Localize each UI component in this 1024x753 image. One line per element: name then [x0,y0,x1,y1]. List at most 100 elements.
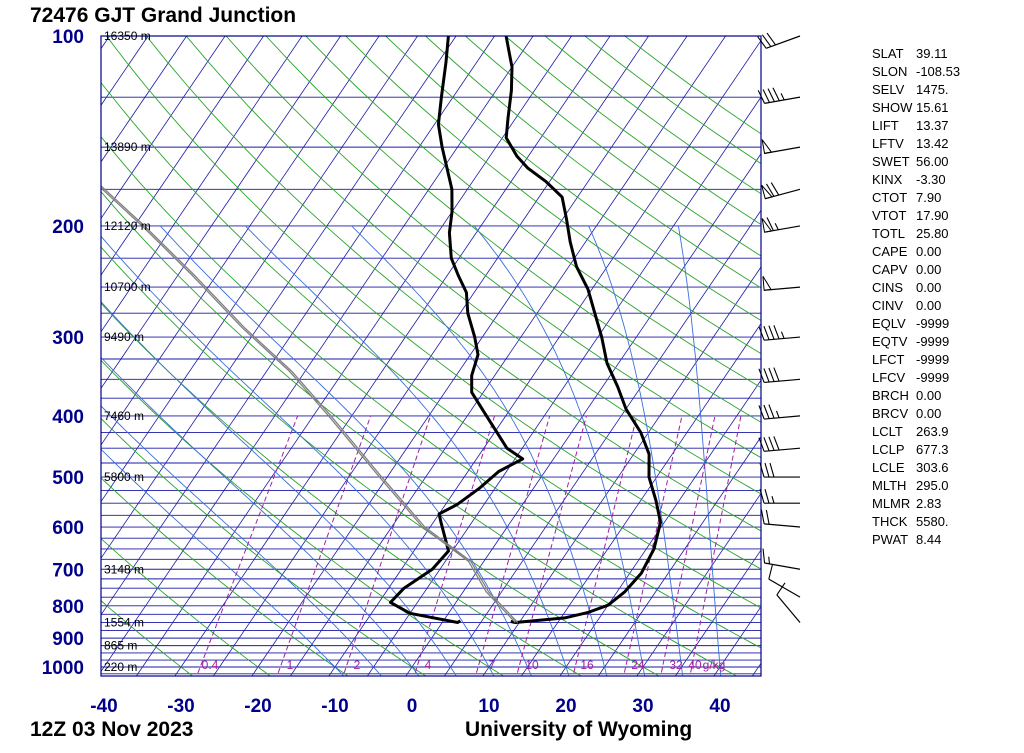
index-row: SLON -108.53 [872,63,960,81]
index-name: CINV [872,298,904,314]
isotherm-line [101,36,149,106]
isotherm-line [289,36,726,676]
index-name: PWAT [872,532,909,548]
index-row: LCLE 303.6 [872,459,960,477]
index-row: BRCV 0.00 [872,405,960,423]
index-name: EQLV [872,316,906,332]
wind-barb [758,436,801,452]
mixing-ratio-lines [196,415,742,676]
wind-barb-half-flag [780,93,785,101]
index-name: LIFT [872,118,899,134]
pressure-tick-label: 600 [52,518,84,539]
mixing-ratio-labels: 0.4 1 2 4 7 10 16 24 32 40 g/kg [202,658,726,672]
dry-adiabat-line [225,36,761,459]
wind-barb [762,548,801,570]
pressure-tick-label: 200 [52,217,84,238]
mixing-ratio-label: 24 [631,658,645,672]
index-value: 0.00 [916,298,942,314]
index-name: CAPV [872,262,908,278]
moist-adiabat-line [677,225,722,676]
mixing-ratio-line [660,415,716,676]
height-label: 16350 m [104,29,151,43]
isotherm-line [174,36,611,676]
index-row: EQLV -9999 [872,315,960,333]
dry-adiabat-line [101,359,505,676]
index-row: TOTL 25.80 [872,225,960,243]
height-labels: 16350 m 13890 m 12120 m 10700 m 9490 m 7460 m… [104,29,151,674]
wind-barb-flag [760,509,765,524]
pressure-tick-label: 300 [52,328,84,349]
mixing-ratio-line [475,415,551,676]
index-value: 0.00 [916,262,942,278]
pressure-tick-label: 700 [52,560,84,581]
wind-barb-flag [766,32,777,46]
index-name: SLON [872,64,908,80]
dewpoint-profile [389,36,525,624]
moist-adiabat-line [245,225,570,676]
height-label: 3148 m [104,562,144,576]
wind-barb-flag [761,34,772,47]
height-label: 12120 m [104,219,151,233]
wind-barb-flag [763,404,770,419]
height-label: 7460 m [104,409,144,423]
index-row: SWET 56.00 [872,153,960,171]
temperature-tick-labels: -40 -30 -20 -10 0 10 20 30 40 [90,696,730,717]
index-value: 303.6 [916,460,949,476]
mixing-ratio-label: 1 [287,658,294,672]
wind-barb-half-flag [771,496,775,504]
wind-barb-flag [776,582,786,596]
mixing-ratio-line [572,415,638,676]
moist-adiabat-line [473,225,646,676]
temperature-tick-label: -40 [90,696,117,717]
wind-barb [761,217,801,233]
wind-barb [759,489,800,504]
wind-barb [757,87,801,104]
sounding-profiles [101,36,662,624]
pressure-tick-labels: 100 200 300 400 500 600 700 800 900 1000 [42,27,84,679]
wind-barb [757,32,801,49]
mixing-ratio-label: 4 [425,658,432,672]
moist-adiabat-line [351,225,608,676]
wind-barb [762,276,801,291]
index-row: EQTV -9999 [872,333,960,351]
pressure-tick-label: 500 [52,468,84,489]
height-label: 13890 m [104,140,151,154]
mixing-ratio-line [276,415,372,676]
index-value: 0.00 [916,244,942,260]
index-value: 0.00 [916,388,942,404]
index-value: -9999 [916,316,950,332]
index-row: CINS 0.00 [872,279,960,297]
wind-barb-flag [768,404,775,419]
moist-adiabat-line [101,356,420,676]
moist-adiabat-line [101,301,457,676]
isotherm-line [713,605,761,676]
wind-barb-flag [757,90,766,104]
index-name: LFTV [872,136,904,152]
isotherm-line [101,36,341,390]
mixing-ratio-label: 32 [669,658,683,672]
index-row: BRCH 0.00 [872,387,960,405]
height-label: 1554 m [104,615,144,629]
index-value: 0.00 [916,406,942,422]
index-row: CAPE 0.00 [872,243,960,261]
index-row: VTOT 17.90 [872,207,960,225]
temperature-tick-label: -10 [321,696,348,717]
wind-barb-flag [764,489,770,504]
index-name: EQTV [872,334,908,350]
index-row: SHOW 15.61 [872,99,960,117]
temperature-tick-label: 10 [478,696,499,717]
isotherm-line [135,36,572,676]
index-name: SLAT [872,46,904,61]
dry-adiabat-line [101,477,349,676]
wind-barb-flag [758,437,765,452]
index-value: 263.9 [916,424,949,440]
index-name: LCLE [872,460,905,476]
isotherm-line [101,36,534,673]
index-value: 5580. [916,514,949,530]
wind-barb-half-flag [774,222,779,231]
wind-barb-flag [759,489,765,504]
index-row: MLMR 2.83 [872,495,960,513]
index-name: CINS [872,280,904,296]
height-label: 10700 m [104,280,151,294]
